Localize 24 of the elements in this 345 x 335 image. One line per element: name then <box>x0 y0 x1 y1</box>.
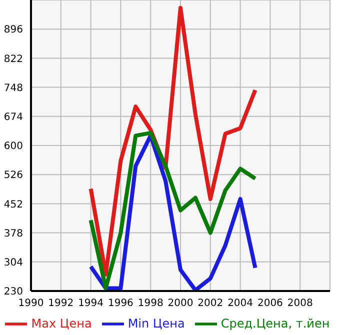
y-tick-label: 600 <box>4 141 23 152</box>
legend-label: Min Цена <box>128 316 185 330</box>
y-tick-label: 674 <box>4 112 23 123</box>
x-tick-label: 1998 <box>138 298 164 310</box>
legend-label: Max Цена <box>31 316 92 330</box>
x-tick-label: 2002 <box>198 298 224 310</box>
y-tick-label: 526 <box>4 170 23 182</box>
x-tick-label: 2008 <box>287 298 313 310</box>
y-tick-label: 304 <box>4 257 23 268</box>
x-tick-label: 1994 <box>78 298 104 310</box>
x-tick-label: 1990 <box>18 298 44 310</box>
x-tick-label: 2006 <box>257 298 283 310</box>
x-tick-label: 2004 <box>228 298 254 310</box>
y-tick-label: 822 <box>4 54 23 65</box>
legend-label: Сред.Цена, т.йен <box>220 316 330 330</box>
x-tick-label: 1992 <box>48 298 74 310</box>
y-tick-label: 748 <box>4 82 23 94</box>
y-tick-label: 230 <box>4 286 23 298</box>
x-tick-label: 1996 <box>108 298 134 310</box>
x-tick-label: 2000 <box>168 298 194 310</box>
line-series <box>88 6 258 276</box>
y-tick-label: 896 <box>4 24 23 36</box>
y-tick-label: 378 <box>4 228 23 240</box>
y-tick-label: 452 <box>4 199 23 210</box>
